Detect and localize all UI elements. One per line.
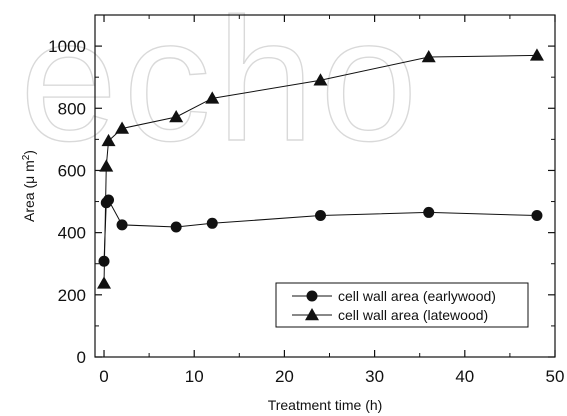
series-line — [103, 199, 537, 262]
data-point-triangle — [205, 91, 220, 104]
y-axis-label: Area (μ m2) — [21, 150, 38, 222]
x-tick-label: 10 — [185, 367, 204, 386]
data-point-triangle — [115, 121, 130, 134]
legend-entry-label: cell wall area (latewood) — [338, 307, 488, 323]
x-tick-label: 20 — [275, 367, 294, 386]
y-tick-label: 400 — [58, 224, 86, 243]
y-tick-label: 200 — [58, 286, 86, 305]
x-axis-label: Treatment time (h) — [268, 397, 383, 413]
axes: 0 10 20 30 40 50 0 200 400 600 800 1000 — [48, 14, 565, 386]
data-point-circle — [306, 290, 318, 302]
plot-frame — [94, 14, 556, 358]
data-point-triangle — [529, 48, 544, 61]
data-point-circle — [170, 221, 182, 233]
series-latewood — [97, 48, 544, 289]
data-point-triangle — [99, 159, 114, 172]
x-tick-label: 40 — [455, 367, 474, 386]
data-point-circle — [206, 217, 218, 229]
y-tick-label: 600 — [58, 161, 86, 180]
data-point-circle — [116, 219, 128, 231]
y-tick-label: 800 — [58, 99, 86, 118]
watermark-logo: echo — [20, 0, 423, 178]
data-point-triangle — [97, 276, 112, 289]
data-point-triangle — [169, 109, 184, 123]
x-tick-label: 30 — [365, 367, 384, 386]
legend-entry-label: cell wall area (earlywood) — [338, 288, 496, 304]
series-layer — [97, 48, 544, 289]
data-point-circle — [531, 210, 543, 222]
x-tick-label: 50 — [546, 367, 565, 386]
series-earlywood — [98, 194, 543, 267]
data-point-circle — [423, 206, 435, 218]
y-tick-label: 0 — [77, 348, 86, 367]
data-point-triangle — [421, 49, 436, 63]
x-tick-label: 0 — [99, 367, 108, 386]
legend-box — [275, 282, 529, 328]
data-point-circle — [103, 194, 115, 206]
data-point-triangle — [313, 73, 328, 86]
data-point-triangle — [101, 133, 116, 147]
data-point-triangle — [305, 308, 319, 321]
y-tick-label: 1000 — [48, 37, 86, 56]
legend: cell wall area (earlywood) cell wall area… — [275, 282, 529, 328]
data-point-circle — [314, 210, 326, 222]
